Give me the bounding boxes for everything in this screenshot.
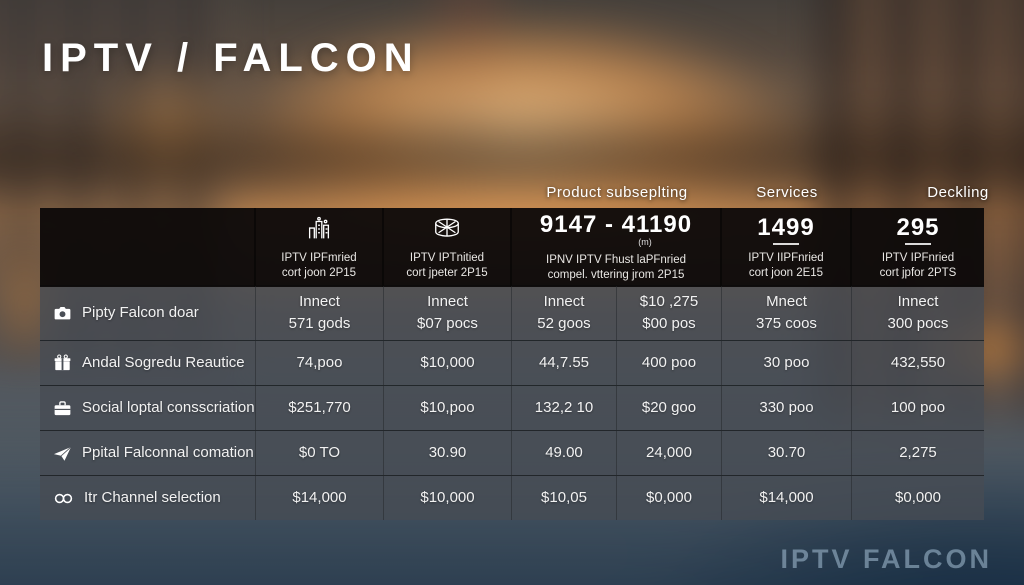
page-title: IPTV / FALCON xyxy=(42,36,420,80)
briefcase-icon xyxy=(52,398,73,419)
group-label-services: Services xyxy=(756,184,818,201)
table-cell: 30.90 xyxy=(384,431,512,475)
table-cell: $251,770 xyxy=(256,386,384,430)
table-cell: $14,000 xyxy=(722,476,852,520)
table-cell: $10,000 xyxy=(384,341,512,385)
row-label: Itr Channel selection xyxy=(84,488,221,506)
table-cell: $10,05 xyxy=(512,476,617,520)
row-label-cell: Ppital Falconnal comation xyxy=(40,431,256,475)
table-cell: 49.00 xyxy=(512,431,617,475)
table-cell: 24,000 xyxy=(617,431,722,475)
table-cell: $20 goo xyxy=(617,386,722,430)
header-col-services: 1499 IPTV IIPFnried cort joon 2E15 xyxy=(722,208,852,288)
camera-icon xyxy=(52,303,73,324)
number-underline xyxy=(905,242,931,245)
table-cell: $0,000 xyxy=(895,488,941,506)
number-underline xyxy=(773,242,799,245)
header-sub-text: IPTV IPFnried cort jpfor 2PTS xyxy=(879,251,957,279)
row-label-cell: Social loptal consscriation xyxy=(40,386,256,430)
row-label-cell: Andal Sogredu Reautice xyxy=(40,341,256,385)
table-row: Andal Sogredu Reautice 74,poo $10,000 44… xyxy=(40,340,984,385)
infinity-icon xyxy=(52,488,75,509)
header-col-range: 9147 - 41190 (m) IPNV IPTV Fhust laPFnri… xyxy=(512,208,722,288)
city-buildings-icon xyxy=(304,214,334,244)
table-cell: 432,550 xyxy=(890,353,946,371)
gift-icon xyxy=(52,353,73,374)
row-label: Pipty Falcon doar xyxy=(82,303,199,321)
table-cell: 2,275 xyxy=(899,443,937,461)
row-label: Ppital Falconnal comation xyxy=(82,443,254,461)
header-col-deckling: 295 IPTV IPFnried cort jpfor 2PTS xyxy=(852,208,984,288)
table-row: Itr Channel selection $14,000 $10,000 $1… xyxy=(40,475,984,520)
table-row: Ppital Falconnal comation $0 TO 30.90 49… xyxy=(40,430,984,475)
table-row: Pipty Falcon doar Innect 571 gods Innect $… xyxy=(40,285,984,340)
header-big-number: 1499 xyxy=(757,213,815,241)
row-label: Social loptal consscriation xyxy=(82,398,255,416)
row-label: Andal Sogredu Reautice xyxy=(82,353,245,371)
table-cell: 30.70 xyxy=(722,431,852,475)
pricing-table: Product subseplting Services Deckling IP… xyxy=(40,184,988,520)
table-cell: $0 TO xyxy=(256,431,384,475)
globe-sphere-icon xyxy=(431,214,463,244)
table-cell: 44,7.55 xyxy=(512,341,617,385)
header-number-unit: (m) xyxy=(638,237,652,248)
table-header-row: IPTV IPFmried cort joon 2P15 IPTV IPTnit… xyxy=(40,208,984,288)
table-cell: 330 poo xyxy=(722,386,852,430)
paper-plane-icon xyxy=(52,443,73,464)
table-cell: Innect 571 gods xyxy=(256,286,384,340)
group-label-product: Product subseplting xyxy=(546,184,688,201)
table-cell: $10 ,275 $00 pos xyxy=(617,286,722,340)
header-col-globe: IPTV IPTnitied cort jpeter 2P15 xyxy=(384,208,512,288)
table-cell: 132,2 10 xyxy=(512,386,617,430)
table-cell: 100 poo xyxy=(890,398,946,416)
header-sub-text: IPTV IIPFnried cort joon 2E15 xyxy=(748,251,824,279)
table-cell: $0,000 xyxy=(617,476,722,520)
table-cell: $10,poo xyxy=(384,386,512,430)
header-empty-cell xyxy=(40,208,256,288)
table-cell: Innect $07 pocs xyxy=(384,286,512,340)
row-label-cell: Pipty Falcon doar xyxy=(40,286,256,340)
table-cell: $10,000 xyxy=(384,476,512,520)
table-cell: Innect 300 pocs xyxy=(887,292,949,333)
brand-watermark: IPTV FALCON xyxy=(780,544,992,574)
row-label-cell: Itr Channel selection xyxy=(40,476,256,520)
header-big-number: 295 xyxy=(896,213,940,241)
table-cell: 30 poo xyxy=(722,341,852,385)
table-cell: Innect 52 goos xyxy=(512,286,617,340)
header-sub-text: IPNV IPTV Fhust laPFnried compel. vtteri… xyxy=(546,254,686,282)
table-cell: 74,poo xyxy=(256,341,384,385)
table-row: Social loptal consscriation $251,770 $10… xyxy=(40,385,984,430)
table-cell: Mnect 375 coos xyxy=(722,286,852,340)
group-label-deckling: Deckling xyxy=(927,184,989,201)
table-cell: $14,000 xyxy=(256,476,384,520)
header-col-city: IPTV IPFmried cort joon 2P15 xyxy=(256,208,384,288)
header-sub-text: IPTV IPFmried cort joon 2P15 xyxy=(281,252,357,280)
header-sub-text: IPTV IPTnitied cort jpeter 2P15 xyxy=(406,252,488,280)
table-cell: 400 poo xyxy=(617,341,722,385)
header-big-number: 9147 - 41190 xyxy=(539,211,693,238)
